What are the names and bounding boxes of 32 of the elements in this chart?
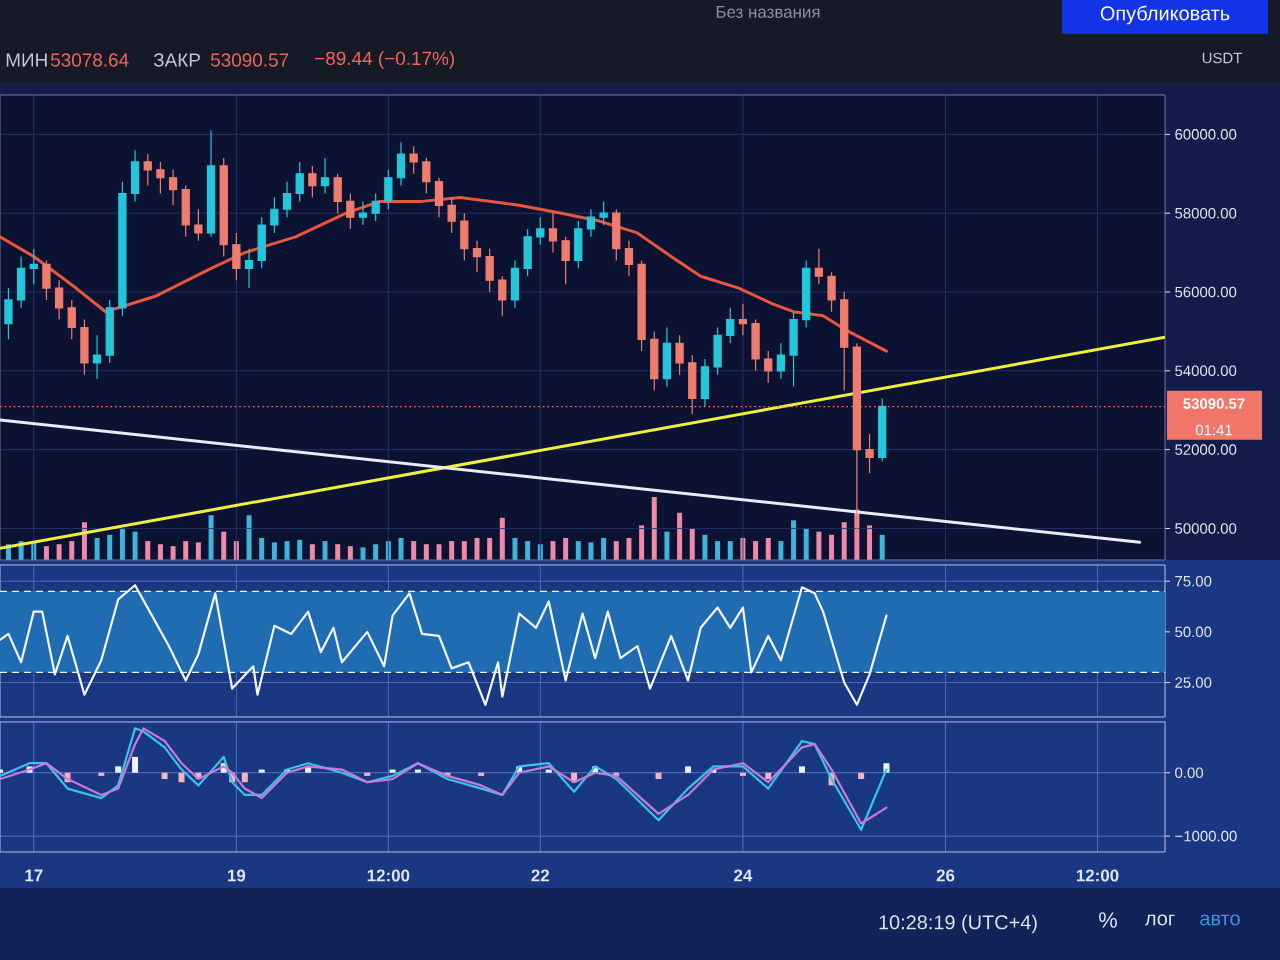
- x-tick-label: 17: [25, 869, 43, 882]
- text: USDT: [1202, 52, 1242, 64]
- text: МИН: [6, 53, 47, 67]
- y-tick-label: 56000.00: [1175, 286, 1237, 298]
- text: ЗАКР: [153, 53, 200, 67]
- x-tick-label: 24: [734, 869, 753, 882]
- text: %: [1099, 912, 1117, 928]
- text: 53078.64: [50, 53, 129, 67]
- text: −89.44 (−0.17%): [315, 51, 455, 69]
- x-tick-label: 12:00: [367, 869, 410, 882]
- x-tick-label: 26: [936, 869, 955, 882]
- x-tick-label: 19: [228, 869, 246, 882]
- y-tick-label: 60000.00: [1175, 129, 1237, 140]
- text: авто: [1200, 914, 1240, 926]
- y-tick-label: 75.00: [1175, 575, 1212, 587]
- y-tick-label: 52000.00: [1175, 444, 1237, 455]
- y-tick-label: 50000.00: [1175, 523, 1237, 534]
- text: 10:28:19 (UTC+4): [879, 914, 1037, 934]
- text: Без названия: [716, 6, 820, 18]
- text: 01:41: [1195, 424, 1232, 436]
- y-tick-label: 50.00: [1175, 626, 1212, 638]
- x-tick-label: 22: [531, 869, 550, 882]
- y-tick-label: 0.00: [1175, 767, 1204, 778]
- y-tick-label: −1000.00: [1175, 830, 1237, 842]
- text: 53090.57: [210, 53, 289, 67]
- y-tick-label: 54000.00: [1175, 365, 1237, 377]
- ref-line-label: 53090.57: [1183, 398, 1245, 409]
- x-tick-label: 12:00: [1076, 869, 1119, 882]
- y-tick-label: 58000.00: [1175, 207, 1237, 219]
- text: Опубликовать: [1100, 5, 1230, 25]
- text: лог: [1145, 914, 1175, 926]
- y-tick-label: 25.00: [1175, 677, 1212, 688]
